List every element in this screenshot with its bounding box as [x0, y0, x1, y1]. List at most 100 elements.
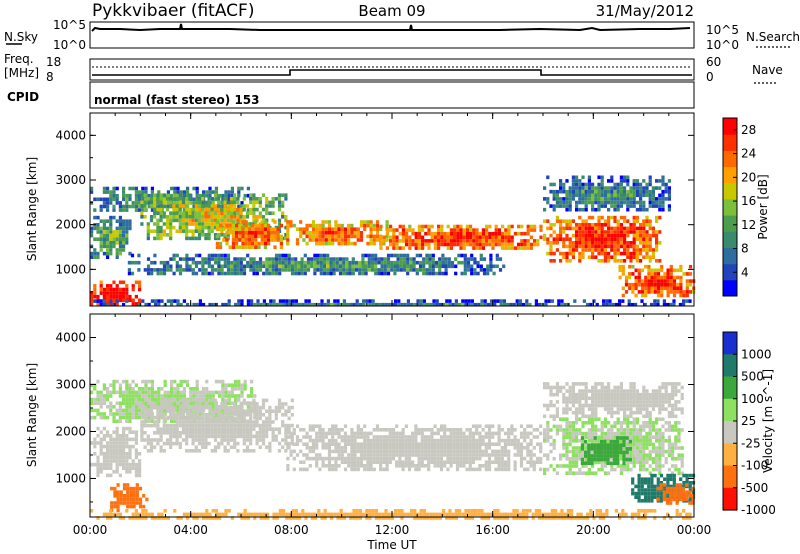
colorbar-tick-label: -1000: [741, 503, 776, 517]
colorbar-segment: [723, 215, 737, 232]
nave-label: Nave: [752, 63, 783, 77]
x-tick-label: 00:00: [677, 523, 712, 537]
y-tick-label: 4000: [55, 330, 86, 344]
colorbar-tick-label: 500: [741, 370, 764, 384]
power-ylabel: Slant Range [km]: [25, 157, 39, 261]
scatter-region: [656, 483, 695, 505]
colorbar-tick-label: 12: [741, 218, 756, 232]
colorbar-segment: [723, 247, 737, 265]
scatter-region: [286, 424, 543, 472]
x-tick-label: 12:00: [375, 523, 410, 537]
velocity-axes: 00:00 04:00 08:00 12:00 16:00 20:00 00:00 1000 2…: [55, 314, 711, 537]
scatter-region: [140, 398, 294, 453]
colorbar-segment: [723, 465, 737, 489]
scatter-region: [580, 436, 632, 465]
nsky-tick-top: 10^5: [53, 18, 86, 32]
nsky-label: N.Sky: [4, 30, 38, 44]
scatter-region: [543, 382, 684, 419]
velocity-panel: 00:00 04:00 08:00 12:00 16:00 20:00 00:00 1000 2…: [25, 313, 711, 552]
power-panel: 1000 2000 3000 4000 Slant Range [km]: [25, 112, 696, 307]
velocity-colorbar: 1000 500 100 25 -25 -100 -500 -1000 Velocity [m …: [722, 331, 776, 517]
freq-panel: Freq. [MHz] 18 8 60 0 Nave: [4, 52, 783, 84]
colorbar-tick-label: 28: [741, 123, 756, 137]
scatter-region: [543, 175, 671, 212]
y-tick-label: 2000: [55, 218, 86, 232]
colorbar-segment: [723, 198, 737, 216]
time-axis-label: Time UT: [366, 538, 417, 552]
colorbar-segment: [723, 166, 737, 184]
scatter-region: [286, 220, 389, 246]
colorbar-segment: [723, 231, 737, 248]
colorbar-segment: [723, 279, 737, 297]
scatter-region: [618, 264, 696, 298]
scatter-region: [543, 417, 684, 475]
colorbar-tick-label: -25: [741, 436, 761, 450]
scatter-region: [543, 215, 662, 263]
y-tick-label: 3000: [55, 173, 86, 187]
scatter-region: [127, 253, 506, 276]
cpid-label: CPID: [7, 90, 39, 104]
scatter-region: [379, 224, 543, 250]
y-tick-label: 1000: [55, 471, 86, 485]
nsearch-tick-bottom: 10^0: [706, 38, 739, 52]
freq-label: Freq.: [4, 52, 34, 66]
y-tick-label: 1000: [55, 262, 86, 276]
x-tick-label: 08:00: [274, 523, 309, 537]
cpid-panel: CPID normal (fast stereo) 153: [7, 81, 695, 109]
freq-tick-top: 18: [46, 55, 61, 69]
beam-title: Beam 09: [358, 2, 425, 20]
scatter-region: [90, 509, 692, 520]
colorbar-segment: [723, 263, 737, 281]
y-tick-label: 4000: [55, 128, 86, 142]
colorbar-segment: [723, 421, 737, 444]
cpid-text: normal (fast stereo) 153: [94, 93, 260, 107]
nsearch-label: N.Search: [746, 30, 800, 44]
nsky-tick-bottom: 10^0: [53, 38, 86, 52]
power-colorbar: 4 8 12 16 20 24 28 Power [dB]: [722, 117, 770, 297]
y-tick-label: 2000: [55, 424, 86, 438]
freq-trace: [92, 69, 692, 76]
x-tick-label: 16:00: [475, 523, 510, 537]
colorbar-segment: [723, 134, 737, 151]
colorbar-segment: [723, 150, 737, 168]
colorbar-tick-label: 24: [741, 147, 756, 161]
colorbar-segment: [723, 332, 737, 355]
colorbar-segment: [723, 443, 737, 467]
power-axes: 1000 2000 3000 4000: [55, 113, 695, 306]
scatter-region: [90, 426, 142, 478]
colorbar-frame: [722, 117, 738, 297]
nsearch-tick-top: 10^5: [706, 23, 739, 37]
colorbar-segment: [723, 487, 737, 511]
colorbar-tick-label: 25: [741, 414, 756, 428]
scatter-region: [110, 483, 149, 512]
nave-tick-bottom: 0: [706, 70, 714, 84]
noise-panel: N.Sky 10^5 10^0 10^5 10^0 N.Search: [4, 18, 800, 52]
power-data: [90, 175, 696, 307]
colorbar-label: Power [dB]: [756, 174, 770, 239]
colorbar-tick-label: 8: [741, 242, 749, 256]
colorbar-segment: [723, 182, 737, 200]
colorbar-segment: [723, 354, 737, 378]
colorbar-tick-label: 20: [741, 170, 756, 184]
colorbar-label: Velocity [m s^-1]: [761, 369, 775, 473]
x-tick-label: 20:00: [576, 523, 611, 537]
scatter-region: [90, 215, 132, 259]
colorbar-tick-label: 4: [741, 265, 749, 279]
station-title: Pykkvibaer (fitACF): [92, 1, 254, 21]
colorbar-tick-label: 100: [741, 392, 764, 406]
colorbar-tick-label: 16: [741, 194, 756, 208]
nsky-trace: [91, 23, 691, 32]
freq-tick-bottom: 8: [46, 70, 54, 84]
velocity-ylabel: Slant Range [km]: [25, 363, 39, 467]
scatter-region: [93, 299, 692, 307]
nave-tick-top: 60: [706, 55, 721, 69]
freq-unit: [MHz]: [4, 66, 39, 80]
y-tick-label: 3000: [55, 377, 86, 391]
scatter-region: [215, 220, 293, 249]
colorbar-tick-label: -500: [741, 481, 768, 495]
colorbar-segment: [723, 398, 737, 422]
x-tick-label: 00:00: [73, 523, 108, 537]
date-title: 31/May/2012: [596, 2, 694, 20]
x-tick-label: 04:00: [173, 523, 208, 537]
